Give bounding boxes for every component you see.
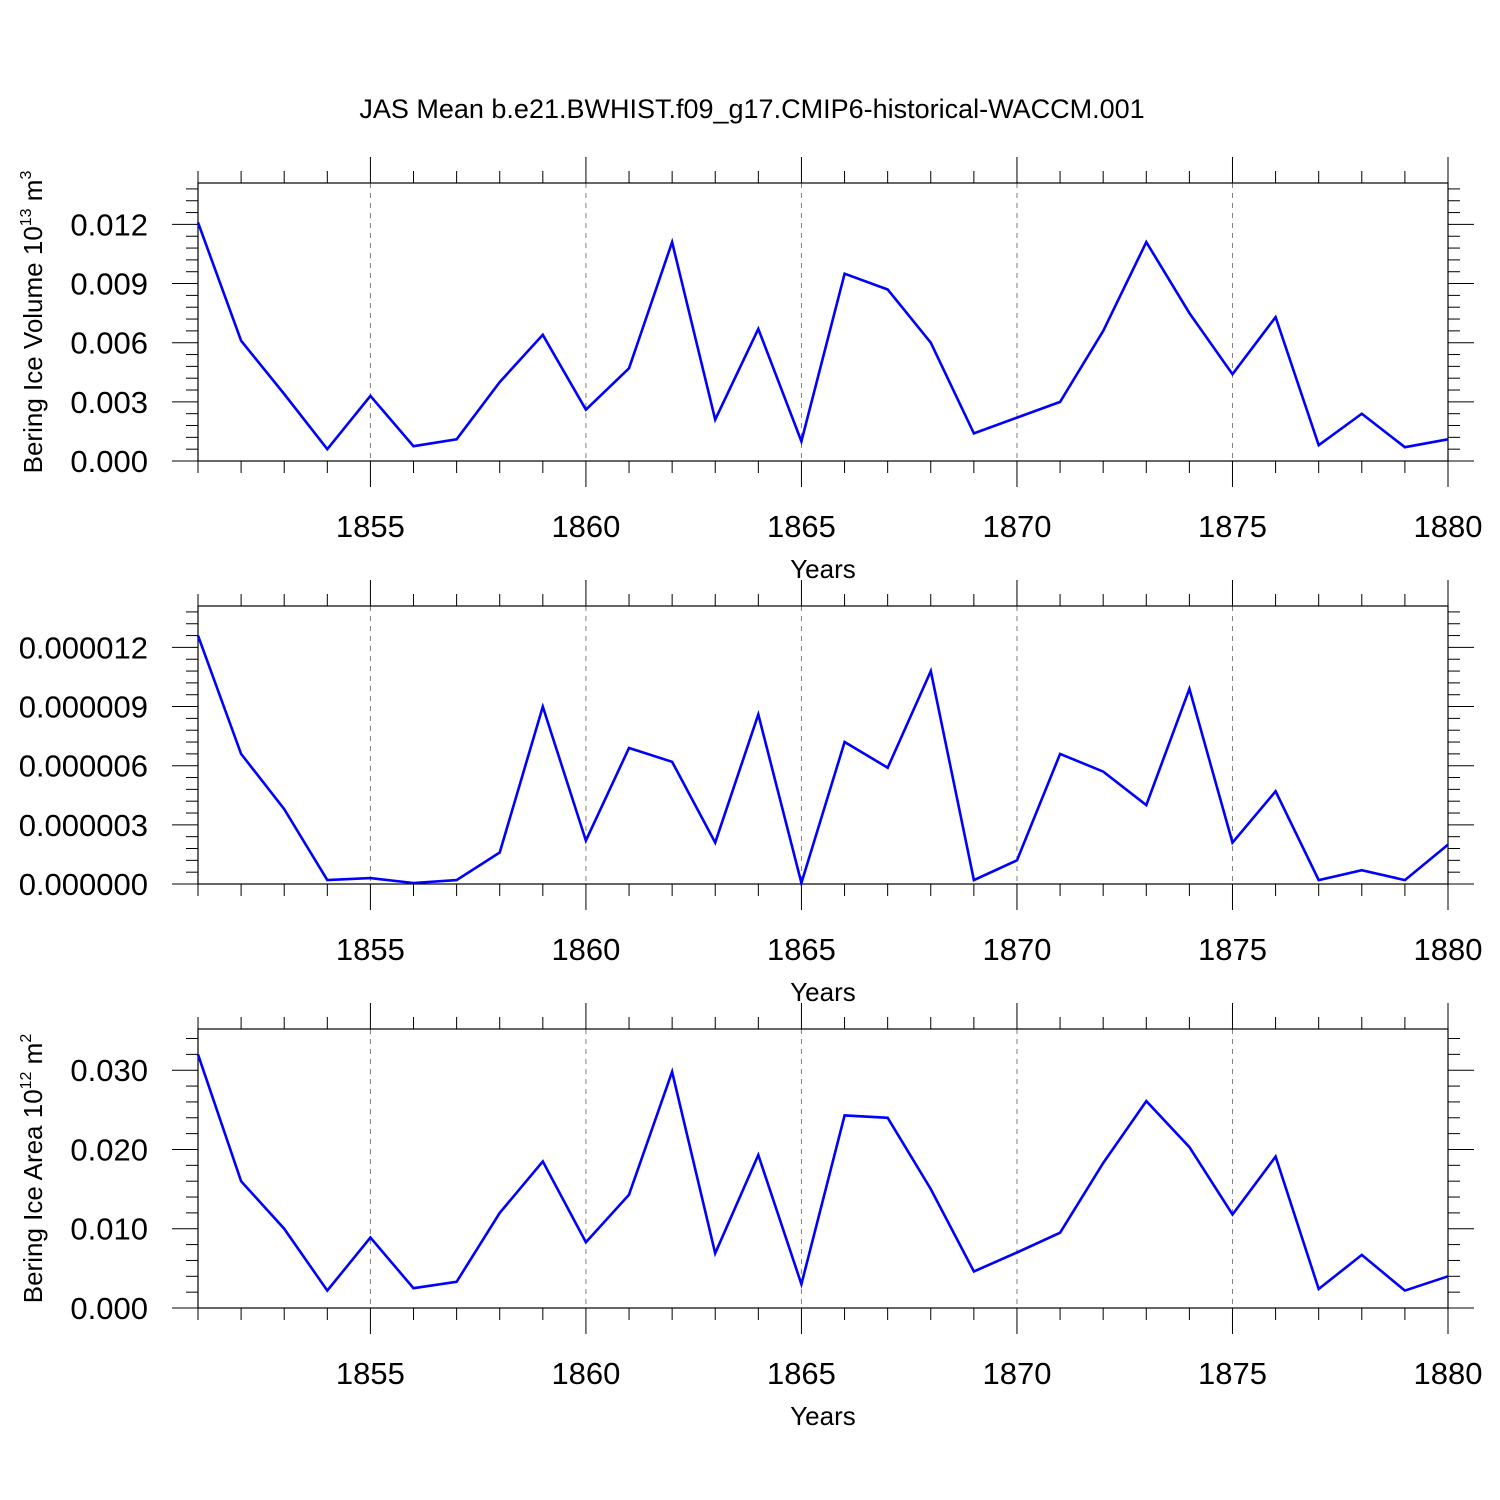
chart-1-y-tick-label: 0.000006: [19, 749, 148, 784]
chart-0-y-tick-label: 0.009: [70, 267, 148, 302]
chart-0-y-tick-label: 0.003: [70, 385, 148, 420]
chart-0-x-tick-label: 1875: [1198, 509, 1267, 544]
chart-2-x-tick-label: 1855: [336, 1356, 405, 1391]
chart-1-x-tick-label: 1860: [551, 932, 620, 967]
chart-1-x-tick-label: 1880: [1414, 932, 1483, 967]
chart-2-y-axis-title: Bering Ice Area 1012 m2: [18, 1034, 48, 1304]
chart-2-x-tick-label: 1860: [551, 1356, 620, 1391]
figure-title: JAS Mean b.e21.BWHIST.f09_g17.CMIP6-hist…: [359, 94, 1144, 124]
chart-1-x-axis-title: Years: [790, 977, 856, 1007]
chart-1-x-tick-label: 1870: [982, 932, 1051, 967]
chart-1-y-tick-label: 0.000009: [19, 690, 148, 725]
chart-2-y-tick-label: 0.000: [70, 1291, 148, 1326]
chart-0-series-line: [196, 221, 1449, 452]
chart-0-x-tick-label: 1865: [767, 509, 836, 544]
chart-0-x-tick-label: 1860: [551, 509, 620, 544]
chart-1-series-line: [196, 635, 1449, 888]
chart-2-y-tick-label: 0.030: [70, 1053, 148, 1088]
chart-0-y-axis-title: Bering Ice Volume 1013 m3: [18, 171, 48, 474]
chart-2-x-axis-title: Years: [790, 1401, 856, 1431]
ice-volume-unlabeled-panel: 1855 1860 1865 1870 1875 1880 0.000000 0.000003…: [19, 580, 1483, 1007]
chart-2-y-tick-label: 0.020: [70, 1132, 148, 1167]
chart-1-y-tick-label: 0.000000: [19, 867, 148, 902]
ice-area-panel: 1855 1860 1865 1870 1875 1880 0.000 0.010 0.020 0…: [18, 1003, 1482, 1431]
chart-0-y-tick-label: 0.006: [70, 326, 148, 361]
chart-1-x-tick-label: 1875: [1198, 932, 1267, 967]
chart-0-x-tick-label: 1870: [982, 509, 1051, 544]
chart-2-x-tick-label: 1875: [1198, 1356, 1267, 1391]
chart-1-x-tick-label: 1855: [336, 932, 405, 967]
chart-0-x-tick-label: 1880: [1414, 509, 1483, 544]
chart-2-x-tick-label: 1865: [767, 1356, 836, 1391]
chart-2-y-tick-label: 0.010: [70, 1212, 148, 1247]
chart-1-y-tick-label: 0.000003: [19, 808, 148, 843]
chart-0-x-tick-label: 1855: [336, 509, 405, 544]
chart-1-frame: [197, 605, 1449, 885]
chart-0-y-tick-label: 0.000: [70, 444, 148, 479]
chart-1-y-tick-label: 0.000012: [19, 630, 148, 665]
chart-1-x-tick-label: 1865: [767, 932, 836, 967]
chart-2-frame: [197, 1028, 1449, 1309]
chart-2-x-tick-label: 1870: [982, 1356, 1051, 1391]
chart-0-x-axis-title: Years: [790, 554, 856, 584]
ice-volume-panel: 1855 1860 1865 1870 1875 1880 0.000 0.003 0.006 0…: [18, 157, 1482, 584]
chart-2-x-tick-label: 1880: [1414, 1356, 1483, 1391]
chart-0-y-tick-label: 0.012: [70, 207, 148, 242]
chart-0-frame: [197, 182, 1449, 462]
chart-2-series-line: [196, 1053, 1449, 1293]
